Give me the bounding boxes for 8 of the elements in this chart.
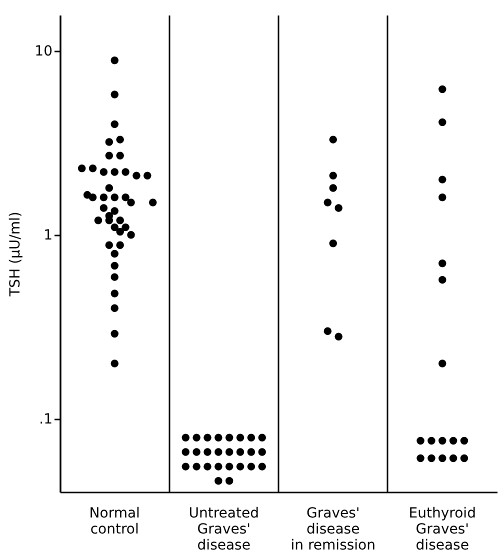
y-axis-title: TSH (µU/ml)	[8, 212, 24, 298]
x-tick-label: Normal control	[89, 506, 140, 538]
y-tick-label: 10	[34, 44, 52, 60]
y-tick-label: 1	[44, 227, 52, 244]
x-tick-label: Euthyroid Graves' disease	[408, 506, 476, 554]
x-tick-label: Graves' disease in remission	[290, 506, 376, 554]
x-tick-label: Untreated Graves' disease	[188, 506, 259, 554]
y-tick-label: .1	[39, 411, 52, 428]
